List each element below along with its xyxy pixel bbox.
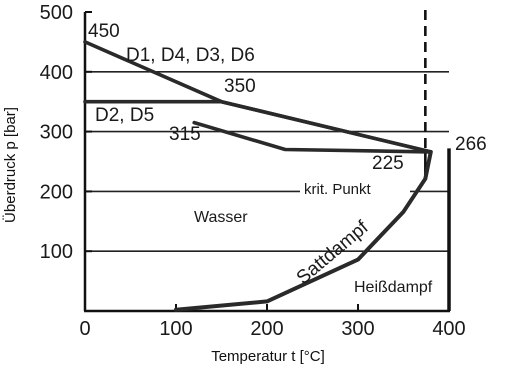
y-tick-label-300: 300 <box>40 122 73 144</box>
x-tick-label-300: 300 <box>341 318 374 340</box>
x-tick-label-100: 100 <box>159 318 192 340</box>
heiss-label-bg <box>350 272 446 298</box>
series-d2-label: D2, D5 <box>95 105 154 126</box>
x-tick-label-200: 200 <box>250 318 283 340</box>
krit-label-bg <box>300 178 410 198</box>
x-axis-label: Temperatur t [°C] <box>211 348 325 365</box>
y-tick-label-500: 500 <box>40 2 73 24</box>
y-tick-label-400: 400 <box>40 62 73 84</box>
pressure-315-label: 315 <box>169 124 201 145</box>
series-line-3 <box>174 149 433 312</box>
data-series <box>83 10 451 312</box>
y-tick-label-100: 100 <box>40 241 73 263</box>
pressure-266-label: 266 <box>455 134 487 155</box>
critical-point-label: krit. Punkt <box>304 181 372 198</box>
water-region-label: Wasser <box>194 209 248 226</box>
tick-labels: 0 100 200 300 400 100 200 300 400 500 <box>40 2 466 340</box>
series-d1-label: D1, D4, D3, D6 <box>126 45 255 66</box>
pressure-225-label: 225 <box>372 153 404 174</box>
x-tick-label-400: 400 <box>432 318 465 340</box>
pressure-350-label: 350 <box>224 76 256 97</box>
y-tick-label-200: 200 <box>40 181 73 203</box>
x-tick-label-0: 0 <box>79 318 90 340</box>
axes <box>83 11 450 313</box>
superheated-steam-label: Heißdampf <box>354 279 433 296</box>
series-line-2 <box>192 120 433 154</box>
pressure-450-label: 450 <box>88 21 120 42</box>
y-axis-label: Überdruck p [bar] <box>1 107 19 223</box>
